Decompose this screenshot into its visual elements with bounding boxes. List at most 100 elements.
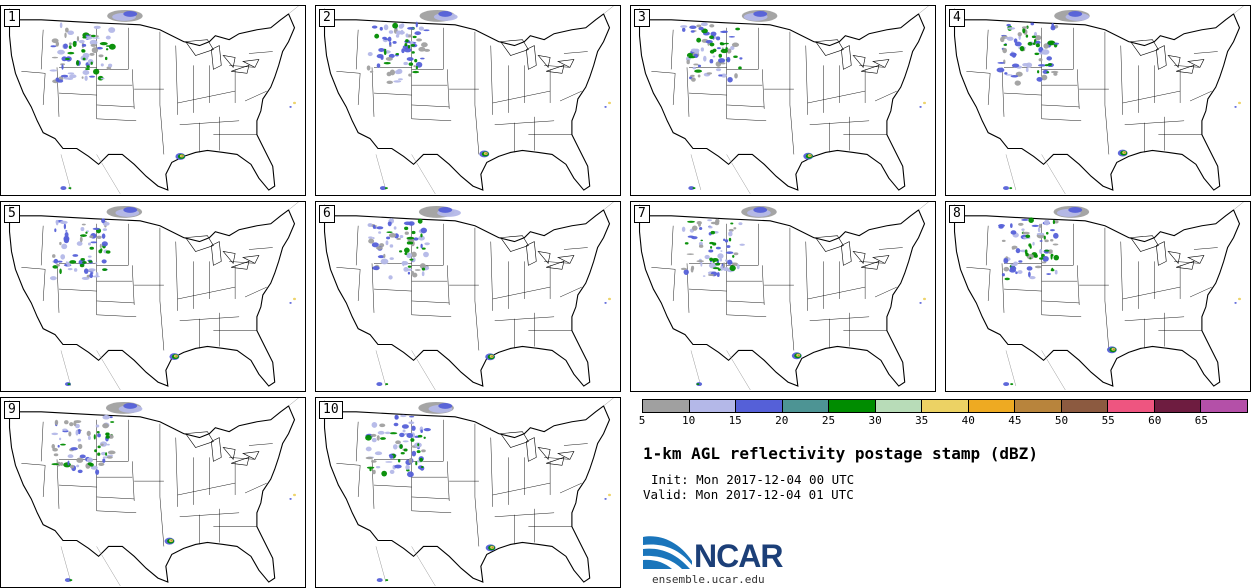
- reflectivity-echo: [1029, 275, 1036, 280]
- great-lakes-outline: [185, 431, 260, 466]
- legend-swatch: [922, 400, 969, 412]
- reflectivity-echo: [734, 73, 738, 79]
- reflectivity-echo: [102, 414, 110, 420]
- reflectivity-echo: [110, 421, 115, 423]
- reflectivity-echo: [379, 423, 386, 428]
- state-border: [159, 496, 165, 547]
- reflectivity-echo: [407, 44, 411, 49]
- reflectivity-echo: [375, 246, 383, 250]
- reflectivity-echo: [411, 251, 417, 258]
- reflectivity-echo: [704, 254, 710, 260]
- reflectivity-echo: [405, 39, 409, 43]
- reflectivity-echo: [387, 221, 392, 227]
- reflectivity-echo: [1010, 263, 1018, 267]
- reflectivity-echo: [80, 258, 85, 261]
- reflectivity-echo: [712, 55, 716, 58]
- reflectivity-echo: [374, 33, 380, 39]
- state-border: [726, 104, 765, 108]
- reflectivity-echo: [407, 271, 411, 275]
- ensemble-member-panel: 6: [315, 201, 621, 392]
- reflectivity-echo: [420, 465, 424, 468]
- state-border: [42, 269, 46, 301]
- state-border: [179, 512, 240, 517]
- reflectivity-echo: [90, 241, 98, 244]
- reflectivity-echo: [399, 444, 403, 449]
- reflectivity-echo: [49, 69, 58, 72]
- reflectivity-echo: [77, 438, 82, 442]
- legend-tick-label: 15: [728, 414, 742, 427]
- reflectivity-echo: [708, 262, 717, 269]
- reflectivity-echo: [725, 251, 734, 255]
- reflectivity-echo: [1004, 277, 1010, 281]
- reflectivity-echo: [738, 66, 742, 70]
- reflectivity-echo: [423, 436, 426, 439]
- state-border: [1124, 316, 1185, 321]
- reflectivity-echo: [101, 233, 106, 239]
- reflectivity-echo: [1009, 266, 1017, 271]
- reflectivity-echo: [1042, 255, 1049, 262]
- reflectivity-echo: [1035, 40, 1041, 45]
- reflectivity-echo: [82, 57, 86, 61]
- state-border: [474, 104, 480, 155]
- state-border: [1120, 241, 1123, 311]
- legend-swatch: [643, 400, 690, 412]
- reflectivity-echo: [60, 254, 66, 260]
- coastline-border: [8, 405, 296, 583]
- reflectivity-echo: [724, 259, 728, 262]
- state-border: [131, 461, 135, 501]
- reflectivity-echo: [51, 443, 56, 449]
- legend-tick-label: 5: [638, 414, 646, 427]
- reflectivity-echo: [1022, 27, 1026, 34]
- reflectivity-echo: [1029, 244, 1032, 249]
- state-border: [726, 300, 765, 304]
- state-border: [1193, 247, 1218, 250]
- reflectivity-echo: [108, 63, 113, 68]
- reflectivity-echo: [403, 61, 408, 66]
- reflectivity-echo: [1038, 58, 1043, 62]
- reflectivity-echo: [1010, 383, 1014, 386]
- reflectivity-echo: [608, 493, 611, 497]
- reflectivity-echo: [94, 449, 97, 453]
- reflectivity-echo: [688, 56, 696, 59]
- reflectivity-echo: [105, 45, 111, 47]
- ensemble-member-panel: 9: [0, 397, 306, 588]
- state-border: [373, 288, 412, 292]
- great-lakes-outline: [185, 39, 260, 74]
- state-border: [987, 269, 991, 301]
- state-border: [1189, 90, 1212, 102]
- legend-tick-label: 45: [1008, 414, 1022, 427]
- state-border: [411, 300, 450, 304]
- state-border: [878, 247, 903, 250]
- plot-title: 1-km AGL reflectivity postage stamp (dBZ…: [643, 444, 1038, 463]
- reflectivity-echo: [67, 383, 71, 386]
- state-border: [175, 437, 178, 507]
- reflectivity-echo: [1033, 254, 1038, 258]
- reflectivity-echo: [717, 253, 724, 259]
- reflectivity-echo: [398, 78, 403, 81]
- reflectivity-echo: [726, 56, 731, 63]
- reflectivity-echo: [1021, 228, 1025, 231]
- reflectivity-echo: [1043, 219, 1050, 226]
- reflectivity-echo: [67, 51, 75, 55]
- legend-tick-label: 40: [961, 414, 975, 427]
- reflectivity-echo: [739, 243, 745, 246]
- neighbor-border: [639, 202, 929, 391]
- reflectivity-echo: [1014, 80, 1021, 86]
- reflectivity-echo: [372, 237, 375, 240]
- state-border: [966, 71, 991, 74]
- reflectivity-echo: [1010, 223, 1013, 229]
- reflectivity-echo: [63, 223, 67, 230]
- reflectivity-echo: [389, 454, 394, 459]
- state-border: [874, 286, 897, 298]
- reflectivity-echo: [691, 77, 696, 82]
- reflectivity-echo: [415, 65, 418, 70]
- legend-swatch: [829, 400, 876, 412]
- reflectivity-echo: [69, 260, 77, 264]
- reflectivity-echo: [405, 464, 410, 470]
- reflectivity-echo: [491, 546, 494, 549]
- reflectivity-echo: [1050, 253, 1054, 257]
- state-border: [42, 465, 46, 497]
- reflectivity-echo: [400, 452, 405, 455]
- reflectivity-echo: [604, 497, 607, 500]
- state-border: [248, 51, 273, 54]
